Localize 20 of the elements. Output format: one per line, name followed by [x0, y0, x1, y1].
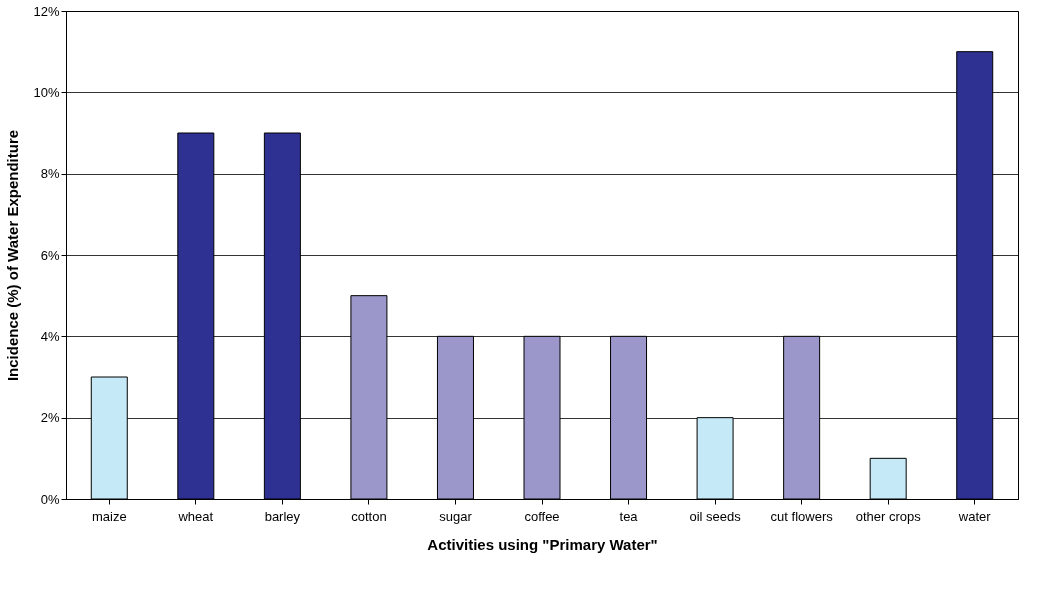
x-tick-label: oil seeds: [689, 508, 742, 524]
x-tick-label: coffee: [524, 508, 560, 524]
x-tick-label: water: [957, 508, 992, 524]
x-tick-label: other crops: [855, 508, 922, 524]
y-axis-title: Incidence (%) of Water Expenditure: [4, 129, 22, 382]
x-tick-label: sugar: [439, 508, 473, 524]
x-tick-label: barley: [264, 508, 301, 524]
x-tick-label: cut flowers: [770, 508, 834, 524]
y-tick-label: 12%: [33, 3, 60, 19]
y-tick-label: 0%: [40, 491, 60, 507]
y-tick-label: 2%: [40, 410, 60, 426]
y-tick-label: 6%: [40, 247, 60, 263]
y-tick-label: 8%: [40, 166, 60, 182]
x-tick-label: maize: [91, 508, 127, 524]
y-tick-label: 10%: [33, 84, 60, 100]
y-tick-label: 4%: [40, 328, 60, 344]
x-tick-label: wheat: [177, 508, 214, 524]
x-tick-label: tea: [619, 508, 639, 524]
x-tick-label: cotton: [351, 508, 387, 524]
x-axis-title: Activities using "Primary Water": [427, 535, 658, 553]
